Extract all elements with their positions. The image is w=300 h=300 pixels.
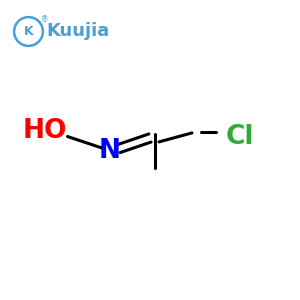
Text: N: N — [98, 139, 121, 164]
Text: Kuujia: Kuujia — [46, 22, 110, 40]
Text: Cl: Cl — [226, 124, 254, 149]
Text: HO: HO — [23, 118, 67, 143]
Text: K: K — [24, 25, 33, 38]
Text: ®: ® — [41, 15, 48, 24]
